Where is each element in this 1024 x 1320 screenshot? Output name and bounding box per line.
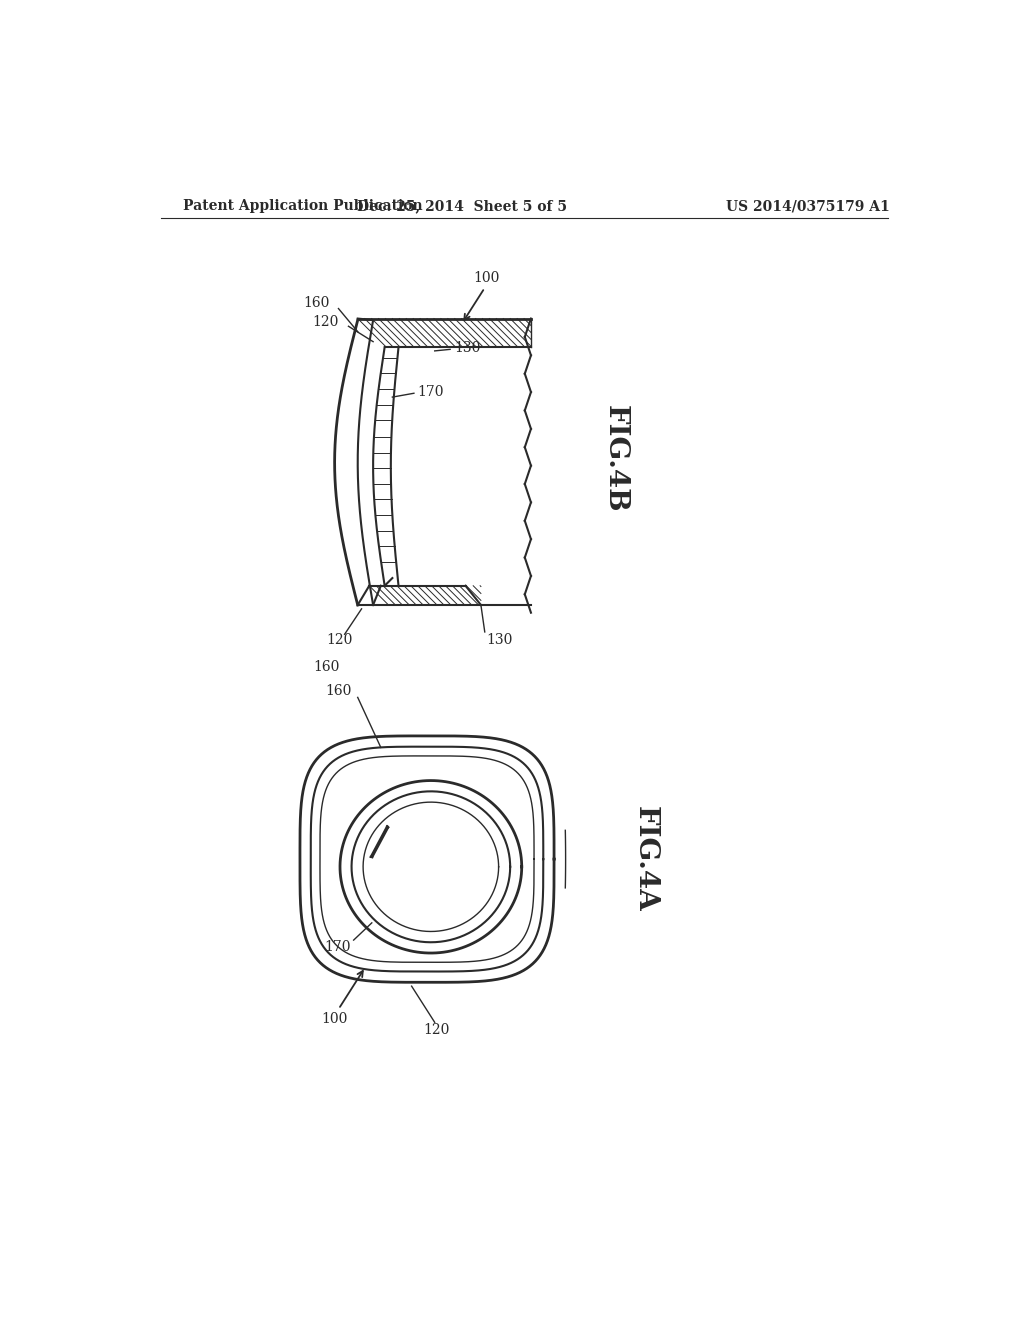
Text: 170: 170 — [325, 940, 351, 954]
Text: 100: 100 — [322, 1012, 348, 1026]
Text: 120: 120 — [423, 1023, 450, 1038]
Text: 170: 170 — [417, 384, 443, 399]
Text: 160: 160 — [313, 660, 340, 673]
Text: 130: 130 — [486, 632, 513, 647]
Text: Patent Application Publication: Patent Application Publication — [183, 199, 423, 213]
Text: 120: 120 — [327, 634, 353, 647]
Text: 160: 160 — [326, 684, 351, 698]
Text: 100: 100 — [473, 271, 500, 285]
Text: Dec. 25, 2014  Sheet 5 of 5: Dec. 25, 2014 Sheet 5 of 5 — [356, 199, 566, 213]
Text: FIG.4B: FIG.4B — [602, 405, 629, 512]
Text: 160: 160 — [303, 296, 330, 310]
Text: US 2014/0375179 A1: US 2014/0375179 A1 — [726, 199, 890, 213]
Text: 130: 130 — [454, 341, 480, 355]
Text: 120: 120 — [312, 314, 339, 329]
Text: FIG.4A: FIG.4A — [632, 807, 658, 912]
